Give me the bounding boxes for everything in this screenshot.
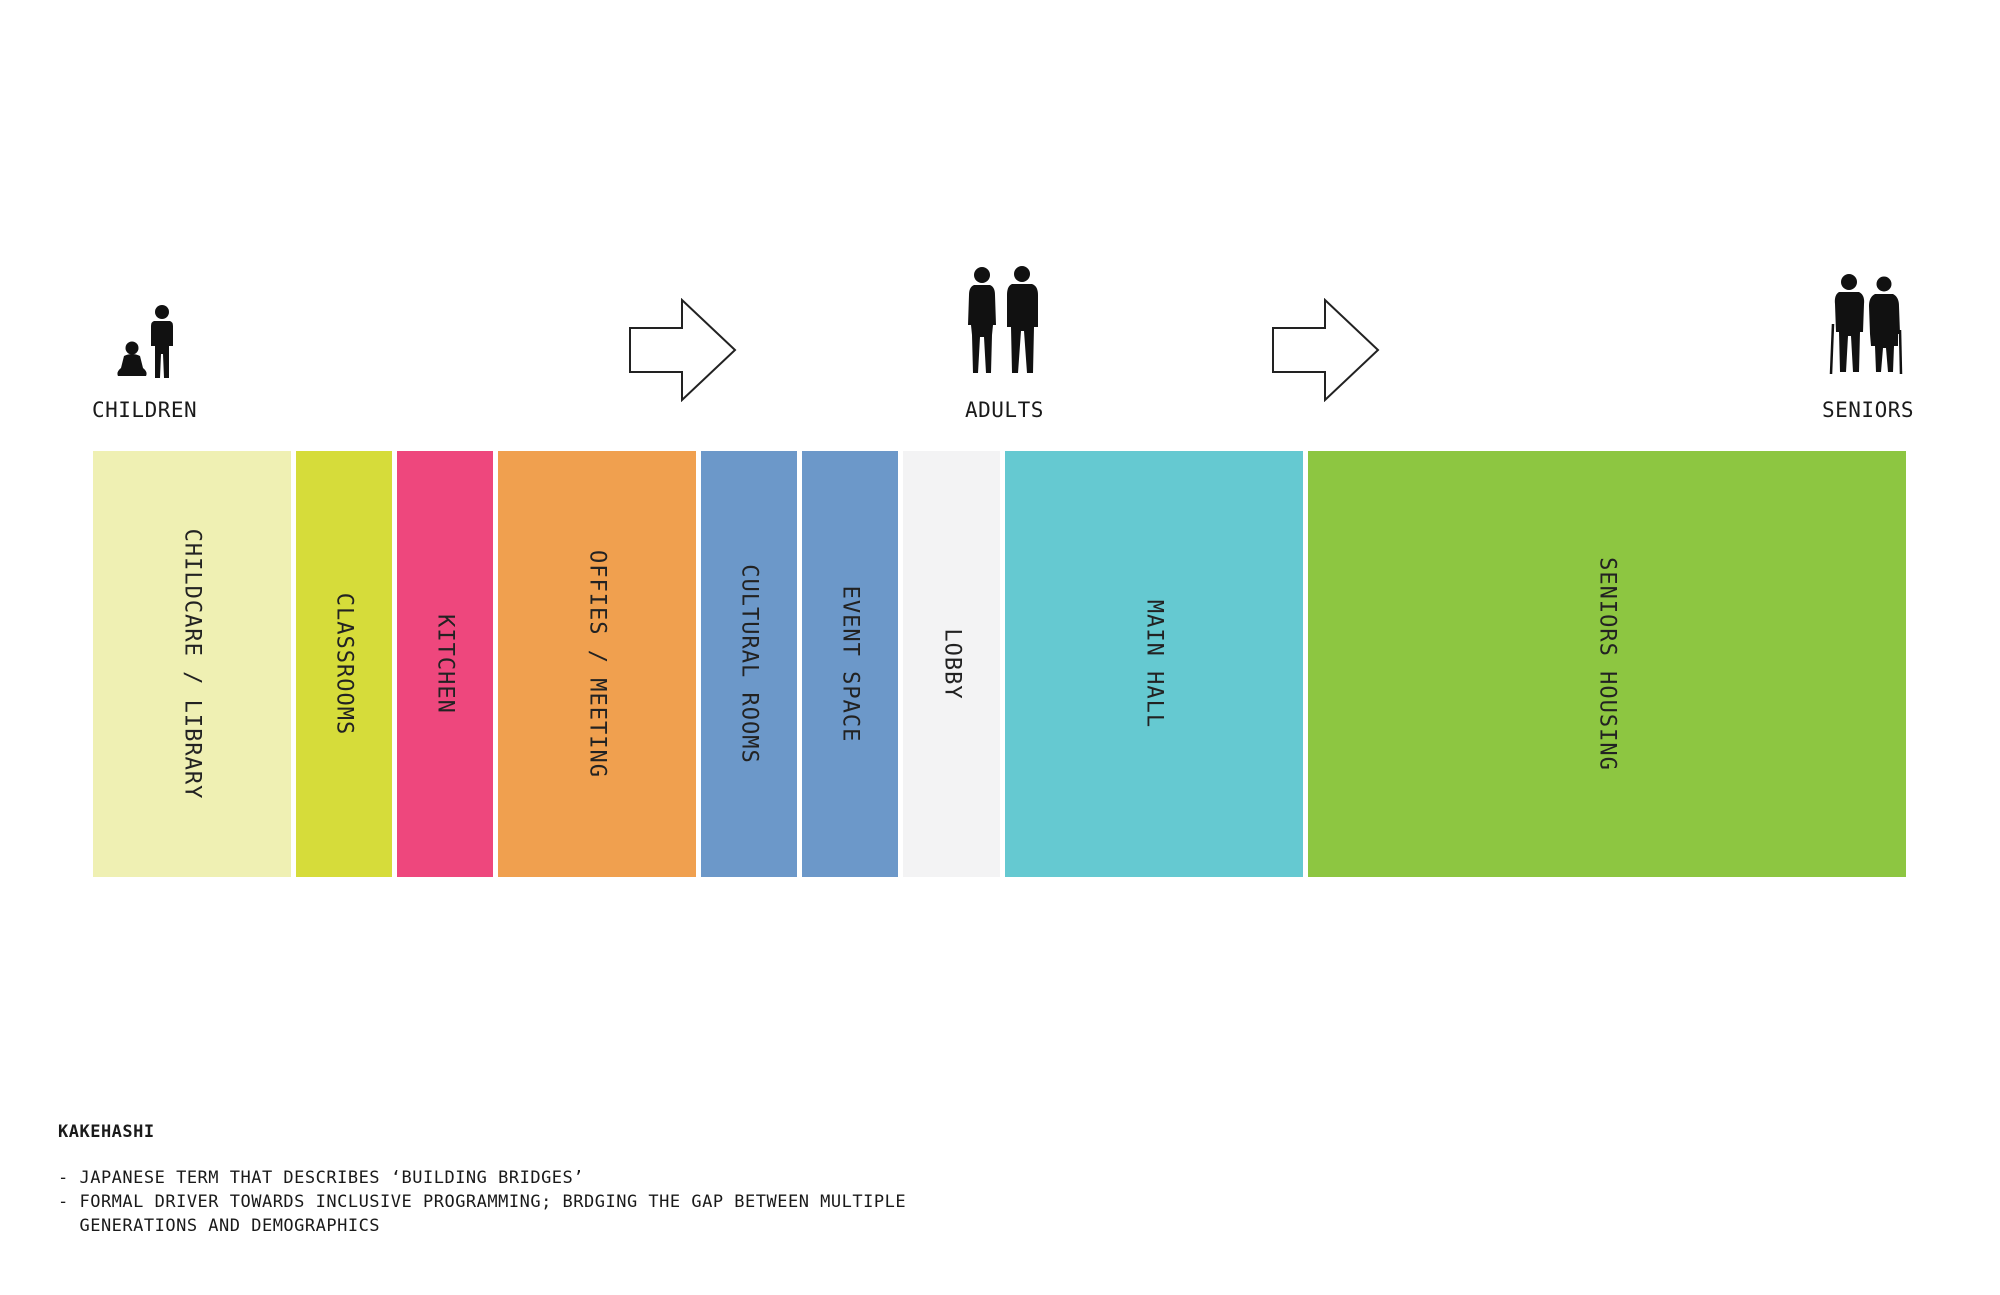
program-label: LOBBY — [939, 628, 964, 700]
program-bar-lobby: LOBBY — [903, 451, 1000, 877]
note-list: - JAPANESE TERM THAT DESCRIBES ‘BUILDING… — [58, 1166, 906, 1238]
program-bar-classrooms: CLASSROOMS — [296, 451, 392, 877]
program-label: KITCHEN — [432, 614, 458, 714]
group-label-children: CHILDREN — [92, 398, 198, 422]
right-arrow-icon — [1272, 298, 1380, 402]
program-label: CULTURAL ROOMS — [736, 564, 762, 764]
program-bar-seniors-housing: SENIORS HOUSING — [1308, 451, 1906, 877]
group-label-seniors: SENIORS — [1822, 398, 1915, 422]
note-title: KAKEHASHI — [58, 1122, 155, 1142]
adult-figures-icon — [968, 266, 1038, 373]
program-label: MAIN HALL — [1141, 599, 1167, 729]
program-bar-offices-meeting: OFFIES / MEETING — [498, 451, 696, 877]
note-line: - FORMAL DRIVER TOWARDS INCLUSIVE PROGRA… — [58, 1192, 907, 1212]
senior-figures-icon — [1829, 274, 1903, 375]
program-label: CLASSROOMS — [331, 592, 357, 736]
program-bar-main-hall: MAIN HALL — [1005, 451, 1303, 877]
program-bar-cultural-rooms: CULTURAL ROOMS — [701, 451, 797, 877]
note-line: GENERATIONS AND DEMOGRAPHICS — [58, 1216, 381, 1236]
children-figures-icon — [117, 305, 173, 378]
program-label: SENIORS HOUSING — [1594, 557, 1620, 771]
group-label-adults: ADULTS — [965, 398, 1044, 422]
note-line: - JAPANESE TERM THAT DESCRIBES ‘BUILDING… — [58, 1168, 585, 1188]
program-bar-kitchen: KITCHEN — [397, 451, 493, 877]
program-label: EVENT SPACE — [837, 585, 863, 743]
program-label: OFFIES / MEETING — [584, 550, 610, 778]
right-arrow-icon — [629, 298, 737, 402]
program-label: CHILDCARE / LIBRARY — [179, 528, 205, 800]
program-bar-event-space: EVENT SPACE — [802, 451, 898, 877]
program-bar-childcare-library: CHILDCARE / LIBRARY — [93, 451, 291, 877]
